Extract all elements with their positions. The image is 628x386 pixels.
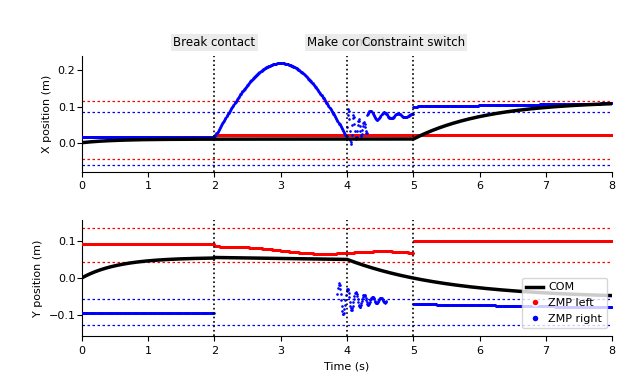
X-axis label: Time (s): Time (s) — [324, 361, 370, 371]
Text: Constraint switch: Constraint switch — [362, 36, 465, 49]
Y-axis label: X position (m): X position (m) — [42, 74, 52, 153]
Y-axis label: Y position (m): Y position (m) — [33, 239, 43, 317]
Text: Make contact: Make contact — [308, 36, 386, 49]
Legend: COM, ZMP left, ZMP right: COM, ZMP left, ZMP right — [522, 278, 607, 328]
Text: Break contact: Break contact — [173, 36, 256, 49]
